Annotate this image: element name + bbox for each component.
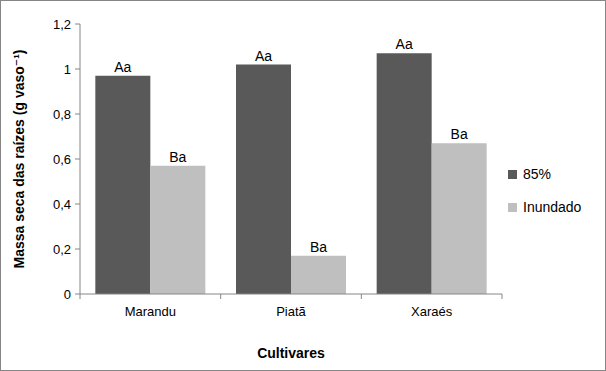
bar (432, 143, 487, 294)
x-axis (80, 294, 502, 295)
legend-swatch (508, 170, 517, 179)
bar-annotation: Ba (169, 149, 186, 165)
x-category-divider (502, 294, 503, 299)
x-category-divider (80, 294, 81, 299)
y-tick-label: 1 (64, 62, 71, 77)
bar-annotation: Ba (310, 239, 327, 255)
x-axis-title: Cultivares (257, 345, 325, 361)
bar-annotations: Aa Aa Aa Ba Ba Ba (114, 36, 468, 255)
y-tick-label: 0,8 (53, 107, 71, 122)
bars (95, 53, 486, 294)
legend: 85% Inundado (508, 166, 582, 215)
y-tick (75, 159, 80, 160)
bar (236, 65, 291, 295)
y-axis (80, 24, 81, 294)
chart-svg: 0 0,2 0,4 0,6 0,8 1 1,2 Aa Aa Aa Ba Ba Ba Marandu Piat… (0, 0, 606, 371)
y-tick (75, 24, 80, 25)
legend-swatch (508, 203, 517, 212)
y-tick-label: 0,6 (53, 152, 71, 167)
bar (291, 256, 346, 294)
bar-annotation: Ba (451, 126, 468, 142)
y-tick-label: 0,2 (53, 242, 71, 257)
bar-annotation: Aa (114, 59, 131, 75)
bar (377, 53, 432, 294)
y-tick (75, 249, 80, 250)
bar (95, 76, 150, 294)
y-tick (75, 204, 80, 205)
chart-frame (1, 1, 606, 371)
legend-label: Inundado (523, 199, 582, 215)
x-tick-label: Xaraés (411, 304, 453, 319)
y-axis-title: Massa seca das raízes (g vaso⁻¹) (11, 49, 27, 268)
bar-annotation: Aa (255, 48, 272, 64)
x-category-divider (220, 294, 221, 299)
y-tick-label: 1,2 (53, 17, 71, 32)
y-tick (75, 294, 80, 295)
bar (150, 166, 205, 294)
x-tick-label: Marandu (125, 304, 176, 319)
y-tick (75, 114, 80, 115)
x-tick-label: Piatã (276, 304, 306, 319)
legend-label: 85% (523, 166, 551, 182)
y-tick-label: 0 (64, 287, 71, 302)
y-tick-label: 0,4 (53, 197, 71, 212)
bar-annotation: Aa (396, 36, 413, 52)
y-tick (75, 69, 80, 70)
x-category-divider (361, 294, 362, 299)
chart-container: 0 0,2 0,4 0,6 0,8 1 1,2 Aa Aa Aa Ba Ba Ba Marandu Piat… (0, 0, 606, 371)
